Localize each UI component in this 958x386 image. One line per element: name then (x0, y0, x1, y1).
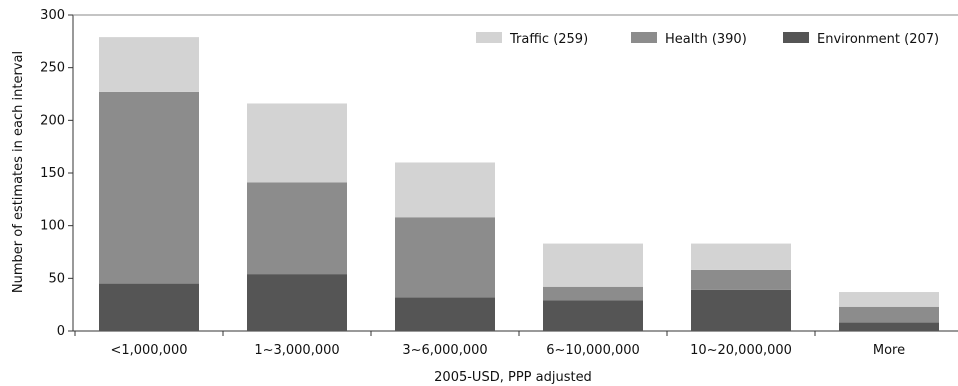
x-tick-label: 10~20,000,000 (690, 343, 792, 358)
bar-segment-health (99, 91, 199, 284)
chart-legend: Traffic (259) Health (390) Environment (20… (476, 32, 939, 47)
x-tick-label: <1,000,000 (110, 343, 187, 358)
legend-label: Health (390) (665, 32, 747, 47)
legend-swatch (476, 32, 502, 43)
x-tick-label: 3~6,000,000 (402, 343, 487, 358)
bar-segment-environment (543, 300, 643, 331)
legend-label: Traffic (259) (509, 32, 588, 47)
bar-segment-environment (395, 297, 495, 331)
x-tick-label: 1~3,000,000 (254, 343, 339, 358)
y-tick-label: 100 (40, 219, 65, 234)
bar-segment-health (691, 269, 791, 290)
chart-axes (68, 14, 958, 336)
bar-segment-traffic (543, 243, 643, 287)
y-tick-label: 0 (57, 324, 65, 339)
bar-segment-environment (247, 274, 347, 331)
bar-segment-environment (691, 289, 791, 331)
x-tick-label: 6~10,000,000 (546, 343, 640, 358)
bar-segment-health (395, 217, 495, 298)
x-tick-labels: <1,000,000 1~3,000,000 3~6,000,000 6~10,000… (110, 343, 905, 358)
bar-segment-environment (839, 322, 939, 331)
y-tick-label: 300 (40, 8, 65, 23)
bar-segment-environment (99, 283, 199, 331)
legend-swatch (783, 32, 809, 43)
chart-bars (99, 37, 939, 331)
bar-segment-traffic (99, 37, 199, 92)
y-tick-label: 200 (40, 113, 65, 128)
y-tick-label: 250 (40, 61, 65, 76)
bar-segment-traffic (247, 103, 347, 183)
bar-segment-health (247, 182, 347, 275)
y-tick-labels: 0 50 100 150 200 250 300 (40, 8, 65, 339)
y-tick-label: 50 (48, 271, 65, 286)
x-tick-label: More (873, 343, 905, 358)
y-tick-label: 150 (40, 166, 65, 181)
legend-label: Environment (207) (817, 32, 939, 47)
y-axis-title: Number of estimates in each interval (11, 51, 26, 293)
bar-segment-health (543, 286, 643, 301)
bar-segment-traffic (839, 292, 939, 307)
x-axis-title: 2005-USD, PPP adjusted (434, 370, 592, 385)
bar-segment-health (839, 306, 939, 323)
legend-swatch (631, 32, 657, 43)
bar-segment-traffic (691, 243, 791, 270)
bar-segment-traffic (395, 162, 495, 218)
